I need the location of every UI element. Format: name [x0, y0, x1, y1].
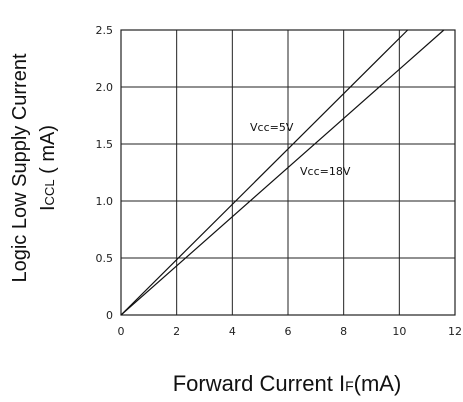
- y-axis-title-line2: ICCL ( mA): [37, 125, 59, 211]
- x-tick-label: 10: [392, 325, 406, 338]
- y-tick-label: 2.5: [96, 24, 114, 37]
- x-tick-label: 0: [118, 325, 125, 338]
- series-label-vcc-18v: Vcc=18V: [300, 165, 351, 178]
- x-axis-title: Forward Current IF(mA): [173, 371, 402, 396]
- y-axis-title-line1: Logic Low Supply Current: [9, 53, 31, 282]
- x-tick-label: 8: [340, 325, 347, 338]
- y-tick-label: 2.0: [96, 81, 114, 94]
- y-tick-label: 1.5: [96, 138, 114, 151]
- series-line-vcc-18v: [120, 29, 445, 316]
- y-tick-label: 0: [106, 309, 113, 322]
- series-line-vcc-5v: [120, 29, 409, 316]
- y-tick-label: 0.5: [96, 252, 114, 265]
- series-label-vcc-5v: Vcc=5V: [250, 121, 294, 134]
- x-tick-label: 6: [285, 325, 292, 338]
- x-tick-label: 2: [173, 325, 180, 338]
- x-tick-label: 4: [229, 325, 236, 338]
- x-tick-label: 12: [448, 325, 462, 338]
- y-tick-label: 1.0: [96, 195, 114, 208]
